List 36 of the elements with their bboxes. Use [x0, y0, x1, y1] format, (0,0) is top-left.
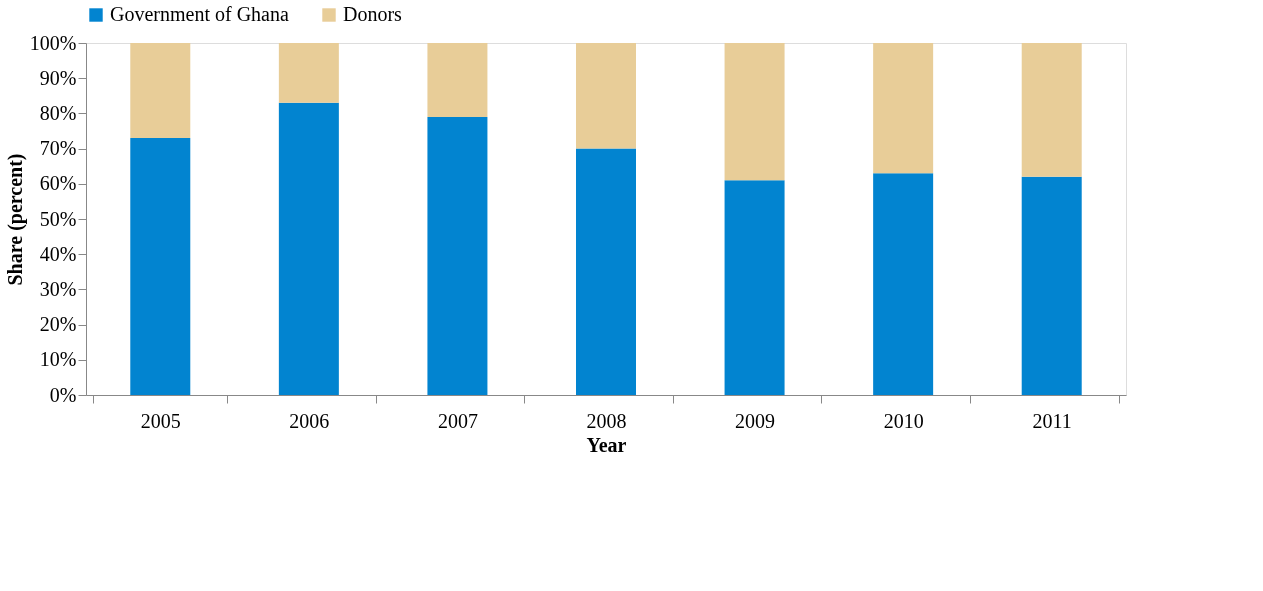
- bar: [576, 43, 636, 149]
- bar: [873, 173, 934, 395]
- bar: [873, 43, 934, 174]
- x-tick-label: 2010: [883, 409, 924, 432]
- legend-label: Donors: [343, 3, 403, 25]
- y-tick-label: 20%: [39, 313, 77, 336]
- bar: [724, 180, 785, 395]
- bar: [130, 43, 191, 139]
- y-tick-label: 40%: [39, 242, 77, 265]
- y-tick-label: 70%: [39, 137, 77, 160]
- x-tick-label: 2007: [437, 409, 478, 432]
- bar: [278, 102, 339, 395]
- y-axis-title: Share (percent): [3, 153, 27, 286]
- y-tick-label: 10%: [39, 348, 77, 371]
- y-tick-label: 50%: [39, 207, 77, 230]
- y-tick-label: 100%: [29, 31, 77, 54]
- legend-label: Government of Ghana: [110, 3, 289, 25]
- x-axis-title: Year: [586, 433, 627, 456]
- y-tick-label: 80%: [39, 101, 77, 124]
- x-tick-label: 2005: [140, 409, 181, 432]
- bar: [1021, 176, 1082, 395]
- x-tick-label: 2008: [586, 409, 627, 432]
- y-tick-label: 60%: [39, 172, 77, 195]
- x-tick-label: 2009: [735, 409, 776, 432]
- bar: [427, 43, 488, 117]
- y-tick-label: 90%: [39, 66, 77, 89]
- bar: [576, 148, 636, 395]
- bar: [1021, 43, 1082, 177]
- bar: [724, 43, 785, 181]
- y-tick-label: 30%: [39, 277, 77, 300]
- x-tick-label: 2011: [1032, 409, 1072, 432]
- y-tick-label: 0%: [49, 383, 77, 406]
- x-tick-label: 2006: [289, 409, 330, 432]
- bar: [130, 138, 191, 395]
- bar: [278, 43, 339, 103]
- bar: [427, 116, 488, 395]
